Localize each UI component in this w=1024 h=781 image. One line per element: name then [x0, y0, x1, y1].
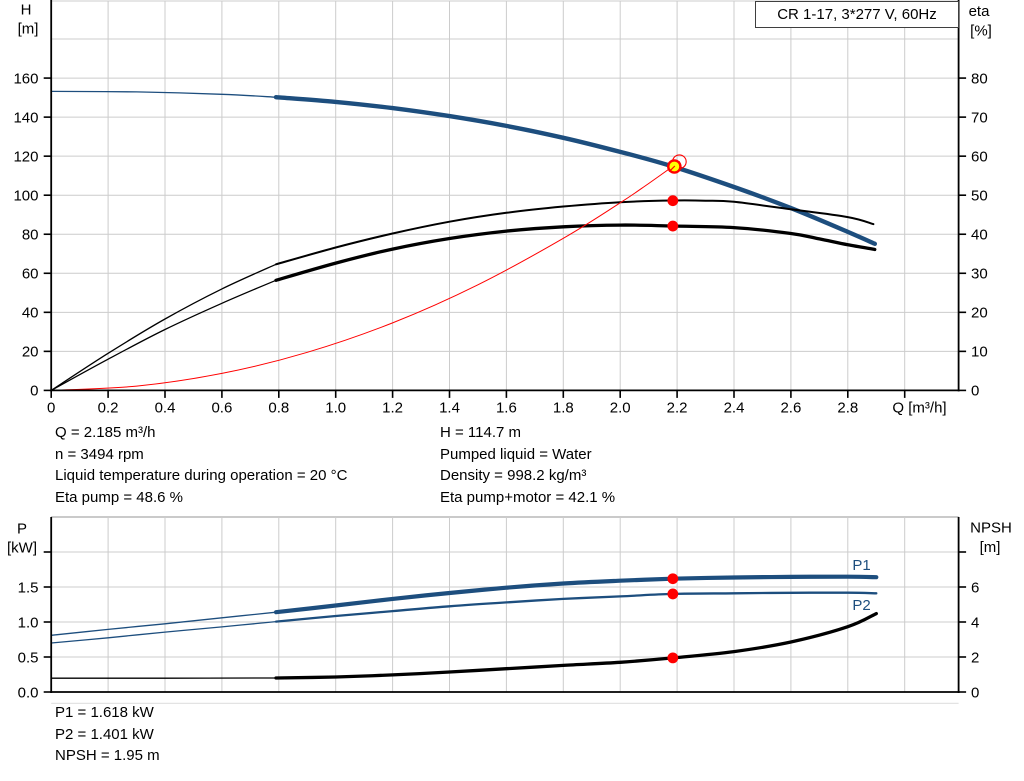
result-line-npsh: NPSH = 1.95 m [55, 747, 160, 765]
y-right-tick-label: 20 [971, 305, 988, 322]
info-line-eta-pump-motor: Eta pump+motor = 42.1 % [440, 489, 616, 507]
y-right-tick-label: 70 [971, 109, 988, 126]
info-line-eta-pump: Eta pump = 48.6 % [55, 489, 183, 507]
y-left-axis-title: H [21, 1, 32, 18]
eta-pump-motor-curve [274, 223, 877, 282]
qh-performance-chart-series [50, 90, 877, 391]
duty-value-dot [667, 652, 679, 664]
x-tick-label: 1.0 [325, 400, 346, 417]
y-left-tick-label: 40 [22, 305, 39, 322]
x-tick-label: 0.6 [211, 400, 232, 417]
eta-pump-curve-thin [50, 263, 277, 391]
y-right-tick-label: 10 [971, 344, 988, 361]
duty-value-dot [667, 573, 679, 585]
x-axis-title: Q [m³/h] [892, 400, 946, 417]
eta-pump-curve [275, 199, 875, 266]
y-left-tick-label: 0.0 [18, 684, 39, 701]
p-axis-title: P [17, 520, 27, 537]
y-right-axis-title: eta [969, 3, 991, 20]
chart-title-box: CR 1-17, 3*277 V, 60Hz [755, 1, 959, 28]
y-left-tick-label: 100 [13, 188, 38, 205]
power-npsh-chart-grid [51, 516, 959, 692]
x-tick-label: 1.8 [553, 400, 574, 417]
p1-curve [273, 574, 879, 615]
head-curve-thin [51, 90, 277, 98]
y-left-tick-label: 120 [13, 148, 38, 165]
x-tick-label: 2.8 [837, 400, 858, 417]
x-tick-label: 0.2 [98, 400, 119, 417]
qh-performance-chart-grid [51, 0, 959, 391]
eta-pump-motor-curve-thin [50, 279, 277, 391]
system-curve-over-duty [668, 165, 676, 173]
y-right-tick-label: 2 [971, 649, 979, 666]
head-curve [273, 95, 877, 246]
x-tick-label: 2.6 [780, 400, 801, 417]
info-line-liquid-temperature: Liquid temperature during operation = 20… [55, 467, 348, 485]
p1-curve-label: P1 [852, 557, 870, 574]
x-tick-label: 0.8 [268, 400, 289, 417]
result-line-p2: P2 = 1.401 kW [55, 725, 154, 743]
x-tick-label: 2.2 [667, 400, 688, 417]
duty-info-left-column: Q = 2.185 m³/h n = 3494 rpm Liquid tempe… [55, 422, 347, 509]
y-left-tick-label: 60 [22, 266, 39, 283]
x-tick-label: 0 [47, 400, 55, 417]
y-right-tick-label: 40 [971, 227, 988, 244]
npsh-curve [274, 611, 878, 680]
x-tick-label: 0.4 [155, 400, 176, 417]
p-axis-unit: [kW] [7, 539, 37, 556]
y-left-tick-label: 160 [13, 70, 38, 87]
duty-info-right-column: H = 114.7 m Pumped liquid = Water Densit… [440, 422, 615, 509]
y-left-tick-label: 1.5 [18, 579, 39, 596]
info-line-density: Density = 998.2 kg/m³ [440, 467, 587, 485]
p1-curve-thin [51, 611, 277, 636]
x-tick-label: 1.4 [439, 400, 460, 417]
system-curve [50, 161, 680, 391]
y-right-tick-label: 6 [971, 579, 979, 596]
power-npsh-result-block: P1 = 1.618 kW P2 = 1.401 kW NPSH = 1.95 … [55, 702, 160, 767]
npsh-axis-title: NPSH [970, 519, 1012, 536]
x-tick-label: 1.6 [496, 400, 517, 417]
y-right-tick-label: 0 [971, 383, 979, 400]
y-left-axis-unit: [m] [18, 20, 39, 37]
x-tick-label: 2.0 [610, 400, 631, 417]
x-tick-label: 1.2 [382, 400, 403, 417]
info-line-pumped-liquid: Pumped liquid = Water [440, 445, 592, 463]
duty-value-dot [667, 195, 679, 207]
y-left-tick-label: 0.5 [18, 649, 39, 666]
y-right-tick-label: 0 [971, 684, 979, 701]
y-left-tick-label: 20 [22, 344, 39, 361]
p2-curve-label: P2 [852, 597, 870, 614]
bottom-chart: P1 P2 0.0 0.5 1.0 1.5 0 2 4 6 P [kW] NPSH [m] [7, 516, 1012, 705]
top-chart: 0 20 40 60 80 100 120 140 160 0 10 20 30 40 50 60 70 80 0 0… [13, 0, 992, 417]
duty-value-dot [667, 220, 679, 232]
info-line-speed: n = 3494 rpm [55, 445, 144, 463]
qh-performance-chart-markers [667, 154, 687, 232]
power-npsh-chart-series: P1 P2 [51, 557, 879, 680]
y-left-tick-label: 80 [22, 227, 39, 244]
duty-value-dot [667, 588, 679, 600]
npsh-axis-unit: [m] [980, 539, 1001, 556]
y-right-tick-label: 30 [971, 266, 988, 283]
p2-curve-thin [51, 620, 277, 644]
y-left-tick-label: 1.0 [18, 614, 39, 631]
p2-curve [274, 591, 878, 623]
y-right-axis-unit: [%] [970, 22, 992, 39]
y-right-tick-label: 4 [971, 614, 979, 631]
qh-performance-chart-axes: 0 20 40 60 80 100 120 140 160 0 10 20 30 40 50 60 70 80 0 0… [13, 0, 988, 417]
y-right-tick-label: 60 [971, 148, 988, 165]
result-line-p1: P1 = 1.618 kW [55, 704, 154, 721]
chart-title: CR 1-17, 3*277 V, 60Hz [777, 5, 937, 23]
y-left-tick-label: 0 [30, 383, 38, 400]
info-line-flow: Q = 2.185 m³/h [55, 424, 156, 441]
y-left-tick-label: 140 [13, 109, 38, 126]
power-npsh-chart-axes: 0.0 0.5 1.0 1.5 0 2 4 6 [18, 517, 979, 701]
y-right-tick-label: 80 [971, 70, 988, 87]
info-line-head: H = 114.7 m [440, 424, 522, 441]
y-right-tick-label: 50 [971, 188, 988, 205]
x-tick-label: 2.4 [724, 400, 745, 417]
power-npsh-chart-markers [667, 573, 679, 664]
